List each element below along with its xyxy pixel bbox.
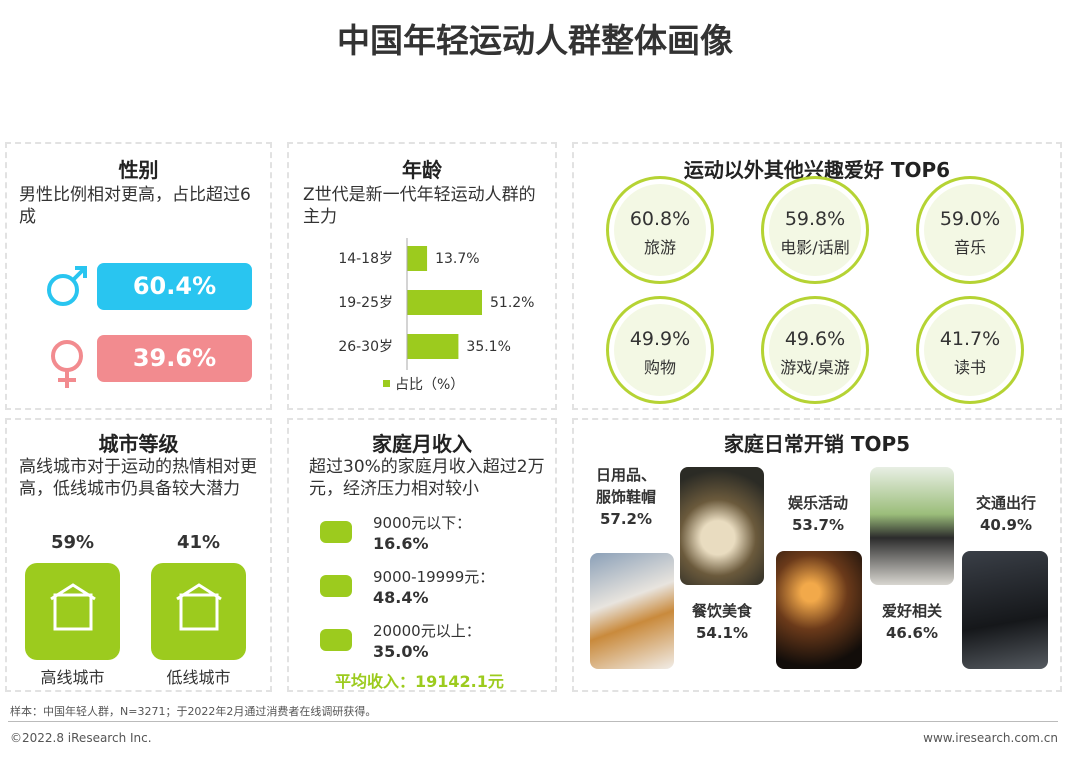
interest-circle [606,296,714,404]
income-label: 20000元以上： [373,622,481,640]
gender-panel: 性别 男性比例相对更高，占比超过6成 60.4% 39.6% [5,142,272,410]
legend-label: 占比（%） [395,377,464,393]
city-icon [151,563,246,660]
income-label: 9000-19999元： [373,568,495,586]
page-title: 中国年轻运动人群整体画像 [337,21,733,60]
age-label: 19-25岁 [338,295,393,311]
age-label: 14-18岁 [338,251,393,267]
value-label: 51.2% [490,295,534,311]
spending-panel: 家庭日常开销 TOP5 日用品、服饰鞋帽 57.2% 餐饮美食 54.1% 娱乐活动 53… [572,418,1062,692]
income-value: 48.4% [373,588,429,607]
age-chart: 14-18岁 13.7% 19-25岁 51.2% 26-30岁 35.1% 占比（%） [338,238,534,393]
city-panel: 城市等级 高线城市对于运动的热情相对更高，低线城市仍具备较大潜力 59% 高线城市… [5,418,272,692]
photo [680,467,764,585]
value-label: 35.1% [466,339,510,355]
interest-value: 59.0% [939,208,1001,230]
city-label: 高线城市 [40,668,105,687]
spend-value: 53.7% [791,516,845,534]
panel-desc: 超过30%的家庭月收入超过2万元，经济压力相对较小 [309,457,545,499]
spend-label: 交通出行 [975,494,1036,512]
spend-value: 46.6% [885,624,939,642]
city-icon [25,563,120,660]
income-label: 9000元以下： [373,514,472,532]
spend-label: 餐饮美食 [691,602,752,620]
interest-circle [761,296,869,404]
interest-value: 49.6% [784,328,846,350]
interest-value: 60.8% [629,208,691,230]
panel-title: 家庭月收入 [372,432,472,456]
city-value: 59% [50,532,95,553]
interest-label: 读书 [953,358,986,377]
city-label: 低线城市 [166,668,231,687]
panel-title: 城市等级 [98,432,179,456]
income-icon [317,570,355,602]
interest-label: 音乐 [953,238,986,257]
income-panel: 家庭月收入 超过30%的家庭月收入超过2万元，经济压力相对较小 9000元以下：… [287,418,557,692]
income-icon [317,624,355,656]
female-share: 39.6% [97,335,252,382]
income-icon [317,516,355,548]
icon [320,629,352,651]
interest-value: 41.7% [939,328,1001,350]
interest-circle [916,176,1024,284]
spend-label: 娱乐活动 [787,494,848,512]
interest-circle [606,176,714,284]
interest-circle [761,176,869,284]
panel-desc: 高线城市对于运动的热情相对更高，低线城市仍具备较大潜力 [19,457,257,499]
spend-label: 日用品、服饰鞋帽 [595,466,656,506]
value-label: 13.7% [435,251,479,267]
photo [776,551,862,669]
city-value: 41% [176,532,221,553]
panel-title: 性别 [118,158,159,182]
interest-label: 电影/话剧 [780,238,850,257]
interest-label: 购物 [643,358,676,377]
bar [407,290,482,315]
age-panel: 年龄 Z世代是新一代年轻运动人群的主力 14-18岁 13.7% 19-25岁 51.… [287,142,557,410]
panel-title: 家庭日常开销 TOP5 [723,432,911,456]
interest-value: 49.9% [629,328,691,350]
photo [962,551,1048,669]
income-value: 16.6% [373,534,429,553]
bar [407,334,459,359]
icon [320,521,352,543]
footnote: 样本：中国年轻人群，N=3271；于2022年2月通过消费者在线调研获得。 [10,705,377,718]
photo [870,467,954,585]
bar [407,246,428,271]
panel-title: 年龄 [402,158,442,182]
male-share: 60.4% [97,263,252,310]
copyright: ©2022.8 iResearch Inc. [10,731,152,745]
panel-desc: 男性比例相对更高，占比超过6成 [19,185,251,227]
spend-value: 54.1% [695,624,749,642]
legend-swatch [383,380,390,387]
interest-value: 59.8% [784,208,846,230]
icon [176,583,222,631]
income-value: 35.0% [373,642,429,661]
spend-value: 57.2% [599,510,653,528]
icon [50,583,96,631]
spend-value: 40.9% [979,516,1033,534]
age-label: 26-30岁 [338,339,393,355]
spend-label: 爱好相关 [881,602,942,620]
icon [320,575,352,597]
divider [8,721,1058,722]
interest-circle [916,296,1024,404]
income-average: 平均收入：19142.1元 [335,672,504,691]
interest-label: 旅游 [643,238,676,257]
photo [590,553,674,669]
interest-label: 游戏/桌游 [780,358,850,377]
gender-icons [47,266,87,388]
site-url: www.iresearch.com.cn [923,731,1058,745]
panel-desc: Z世代是新一代年轻运动人群的主力 [303,185,536,227]
interests-panel: 运动以外其他兴趣爱好 TOP6 60.8% 旅游 59.8% 电影/话剧 59.0% 音乐… [572,142,1062,410]
